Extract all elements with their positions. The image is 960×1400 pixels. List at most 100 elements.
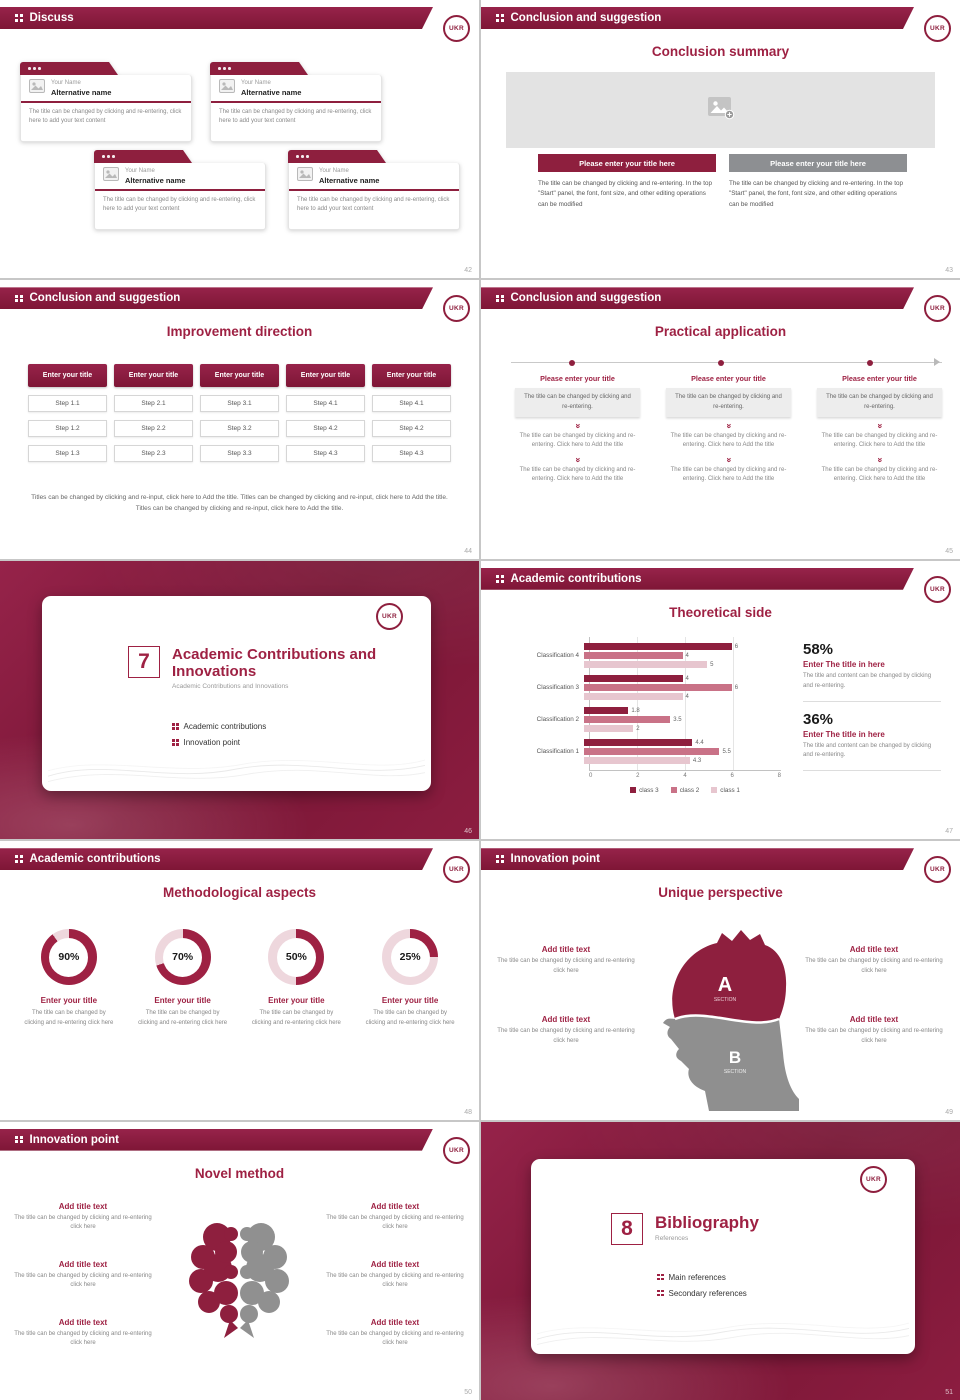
card-body-text: The title can be changed by clicking and… — [297, 197, 450, 213]
donut-body: The title can be changed by clicking and… — [138, 1010, 228, 1027]
section-subtitle: References — [655, 1235, 689, 1243]
section-number: 8 — [611, 1212, 643, 1245]
bar-value-label: 4 — [685, 675, 689, 682]
bar-group: Classification 2 1.8 3.5 2 — [509, 707, 781, 733]
slide-title: Conclusion summary — [651, 44, 790, 59]
bar — [584, 725, 634, 733]
section-a-letter: A — [718, 974, 732, 996]
section-heading-row: 7 Academic Contributions and Innovations… — [128, 645, 377, 690]
method-item: Add title text The title can be changed … — [12, 1318, 154, 1350]
improvement-column: Enter your title Step 4.1 Step 4.2 Step … — [286, 364, 365, 463]
slide-title: Methodological aspects — [162, 885, 317, 901]
card-tab — [20, 62, 118, 75]
item-title: Add title text — [58, 1201, 108, 1211]
header-dots-icon — [15, 295, 23, 303]
donut-percent: 25% — [390, 937, 430, 977]
header-title: Innovation point — [510, 853, 600, 866]
double-chevron-down-icon: » — [875, 457, 885, 462]
step-box: Step 1.1 — [28, 395, 107, 413]
header-dots-icon — [496, 295, 504, 303]
bar — [584, 707, 629, 715]
name-label: Your Name — [241, 80, 271, 87]
step-box: Step 4.1 — [286, 395, 365, 413]
slide-48-methodological-aspects[interactable]: Academic contributions UKR Methodologica… — [0, 841, 479, 1120]
step-box: Step 3.3 — [200, 445, 279, 463]
brain-right-half — [240, 1222, 289, 1338]
method-item: Add title text The title can be changed … — [324, 1318, 466, 1350]
section-bullets: Academic contributions Innovation point — [172, 722, 266, 747]
item-title: Add title text — [849, 1015, 899, 1025]
slide-44-improvement-direction[interactable]: Conclusion and suggestion UKR Improvemen… — [0, 280, 479, 559]
column-step-text: The title can be changed by clicking and… — [821, 466, 938, 482]
column-title-button: Enter your title — [286, 364, 365, 388]
logo-text: UKR — [866, 1175, 881, 1183]
slide-43-conclusion-summary[interactable]: Conclusion and suggestion UKR Conclusion… — [481, 0, 960, 279]
donut-body: The title can be changed by clicking and… — [365, 1010, 455, 1027]
university-logo-icon: UKR — [443, 1136, 470, 1164]
item-title: Add title text — [58, 1317, 108, 1327]
step-box: Step 4.2 — [286, 420, 365, 438]
donut-title: Enter your title — [40, 996, 98, 1006]
donut-row: 90% Enter your title The title can be ch… — [12, 929, 467, 1029]
stat-body: The title and content can be changed by … — [803, 672, 932, 689]
card-tab — [94, 150, 192, 163]
name-label: Your Name — [51, 80, 81, 87]
page-number: 48 — [464, 1108, 472, 1116]
header-dots-icon — [15, 14, 23, 22]
item-title: Add title text — [370, 1259, 420, 1269]
bar — [584, 675, 683, 683]
section-card: UKR 7 Academic Contributions and Innovat… — [42, 595, 431, 792]
practical-column: Please enter your title The title can be… — [817, 374, 942, 484]
card-divider — [95, 189, 265, 191]
slide-50-novel-method[interactable]: Innovation point UKR Novel method Add ti… — [0, 1121, 479, 1400]
legend-swatch — [670, 787, 677, 794]
practical-column: Please enter your title The title can be… — [666, 374, 791, 484]
slide-45-practical-application[interactable]: Conclusion and suggestion UKR Practical … — [481, 280, 960, 559]
slide-46-section-academic-contributions[interactable]: UKR 7 Academic Contributions and Innovat… — [0, 560, 479, 840]
logo-text: UKR — [449, 25, 464, 32]
university-logo-icon: UKR — [924, 856, 951, 884]
name-label: Your Name — [125, 168, 155, 175]
decor-wave — [537, 1322, 909, 1346]
perspective-item: Add title text The title can be changed … — [803, 945, 945, 977]
bullet-dots-icon — [172, 739, 179, 746]
donut-item: 25% Enter your title The title can be ch… — [353, 929, 467, 1029]
slide-42-discuss[interactable]: Discuss UKR Your Name Alternative name Th… — [0, 0, 479, 279]
donut-body: The title can be changed by clicking and… — [24, 1010, 114, 1027]
slide-51-section-bibliography[interactable]: UKR 8 Bibliography References Main refer… — [481, 1121, 960, 1400]
stat-title: Enter The title in here — [803, 729, 885, 739]
title-button-secondary: Please enter your title here — [729, 154, 907, 172]
donut-title: Enter your title — [268, 996, 325, 1006]
slide-47-theoretical-side[interactable]: Academic contributions UKR Theoretical s… — [481, 560, 960, 840]
header-dots-icon — [496, 855, 504, 863]
section-number: 7 — [128, 645, 160, 678]
university-logo-icon: UKR — [860, 1165, 887, 1193]
slide-title: Practical application — [654, 324, 787, 340]
logo-text: UKR — [930, 25, 945, 32]
logo-text: UKR — [382, 612, 397, 620]
card-body: Your Name Alternative name The title can … — [20, 75, 192, 142]
slide-header: Academic contributions — [0, 848, 433, 870]
x-tick-label: 0 — [589, 772, 593, 779]
header-title: Academic contributions — [510, 572, 642, 585]
header-title: Conclusion and suggestion — [29, 292, 181, 305]
brain-graphic — [189, 1222, 289, 1338]
column-step-text: The title can be changed by clicking and… — [670, 466, 787, 482]
image-placeholder — [506, 72, 935, 148]
bar-value-label: 4 — [685, 693, 689, 700]
item-body: The title can be changed by clicking and… — [14, 1214, 152, 1231]
slide-49-unique-perspective[interactable]: Innovation point UKR Unique perspective … — [481, 841, 960, 1120]
alternative-name: Alternative name — [241, 87, 302, 97]
page-number: 50 — [464, 1388, 472, 1396]
improvement-column: Enter your title Step 3.1 Step 3.2 Step … — [200, 364, 279, 463]
bar-stack: 4.4 5.5 4.3 — [584, 739, 781, 765]
column-title-button: Enter your title — [28, 364, 107, 388]
section-bullet: Main references — [657, 1273, 747, 1282]
university-logo-icon: UKR — [376, 602, 403, 630]
header-dots-icon — [15, 855, 23, 863]
perspective-item: Add title text The title can be changed … — [803, 1015, 945, 1047]
item-body: The title can be changed by clicking and… — [805, 1028, 943, 1045]
alternative-name: Alternative name — [51, 87, 112, 97]
header-title: Conclusion and suggestion — [510, 292, 662, 305]
bar-value-label: 4.4 — [695, 739, 704, 746]
